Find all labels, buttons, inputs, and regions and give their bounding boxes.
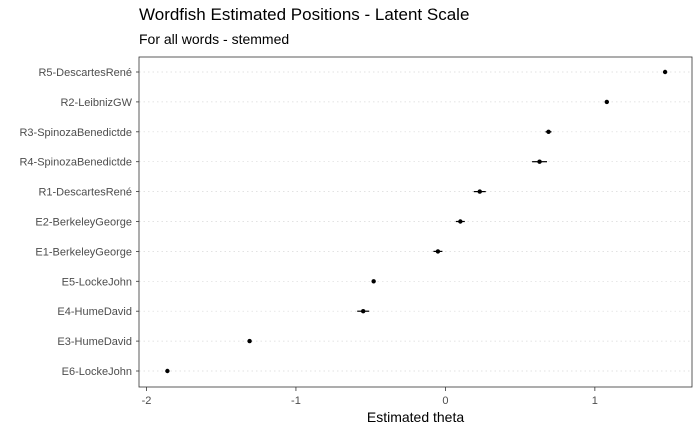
data-point [360,309,366,314]
x-axis-title: Estimated theta [367,409,464,425]
y-tick-label: E6-LockeJohn [62,366,132,378]
y-tick-label: E2-BerkeleyGeorge [35,217,132,229]
y-axis-labels: R5-DescartesRené R2-LeibnizGW R3-SpinozaBe… [19,67,139,378]
grid-lines [139,71,692,372]
data-marks [165,69,668,374]
x-tick-label: -2 [142,395,152,407]
data-point [477,189,482,194]
data-point [662,69,668,75]
chart-subtitle: For all words - stemmed [139,31,290,47]
data-point [435,249,441,254]
x-axis: -2 -1 0 1 [142,387,598,407]
data-point [247,338,252,344]
y-tick-label: R4-SpinozaBenedictde [19,157,132,169]
y-tick-label: R3-SpinozaBenedictde [19,127,132,139]
data-point [165,368,170,374]
y-tick-label: E1-BerkeleyGeorge [35,246,132,258]
y-tick-label: E4-HumeDavid [57,306,132,318]
data-point [537,159,542,164]
x-tick-label: -1 [291,395,301,407]
data-point [546,129,551,134]
chart-title: Wordfish Estimated Positions - Latent Sc… [139,5,470,24]
y-tick-label: E3-HumeDavid [57,336,132,348]
plot-panel-border [138,56,693,388]
x-tick-label: 0 [442,395,448,407]
y-tick-label: E5-LockeJohn [62,276,132,288]
data-point [604,99,610,105]
data-point [458,219,463,224]
data-point [371,279,376,284]
y-tick-label: R5-DescartesRené [38,67,132,79]
y-tick-label: R1-DescartesRené [38,187,132,199]
x-tick-label: 1 [592,395,598,407]
y-tick-label: R2-LeibnizGW [60,97,132,109]
